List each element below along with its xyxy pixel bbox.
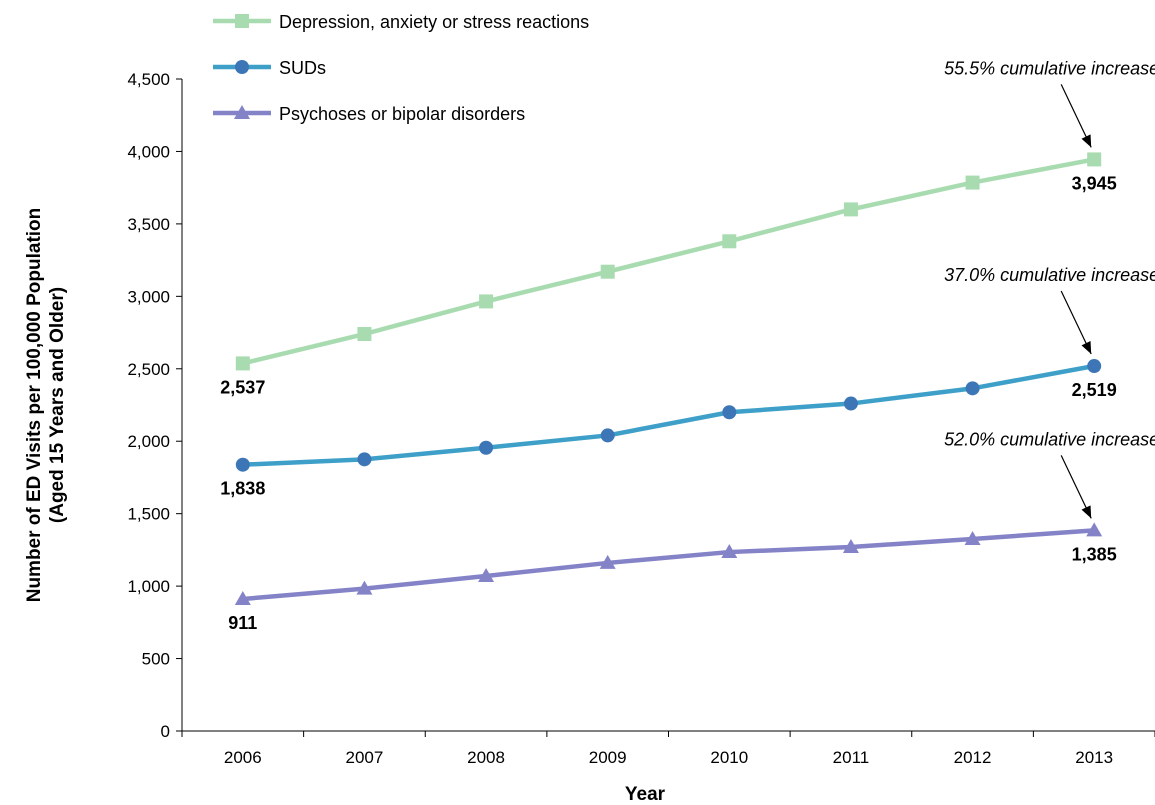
x-tick-label: 2009 [589, 748, 627, 767]
legend-entry-suds: SUDs [213, 58, 326, 78]
legend-marker [235, 60, 249, 74]
legend-marker [235, 14, 249, 28]
legend-label: Psychoses or bipolar disorders [279, 104, 525, 124]
legend-label: Depression, anxiety or stress reactions [279, 12, 589, 32]
data-point [722, 234, 737, 249]
y-tick-label: 4,500 [127, 70, 170, 89]
legend-entry-psychoses-or-bipolar-disorders: Psychoses or bipolar disorders [213, 104, 525, 124]
annotation-arrow-head [1081, 134, 1092, 148]
data-label-end: 1,385 [1072, 544, 1117, 564]
x-tick-label: 2008 [467, 748, 505, 767]
legend-label: SUDs [279, 58, 326, 78]
y-tick-label: 2,500 [127, 360, 170, 379]
data-point [235, 457, 250, 472]
legend: Depression, anxiety or stress reactions S… [213, 12, 589, 124]
data-point [599, 554, 616, 569]
y-tick-label: 500 [142, 650, 170, 669]
series-layer [234, 152, 1103, 606]
annotations: 55.5% cumulative increase 37.0% cumulativ… [944, 58, 1155, 519]
data-point [234, 591, 251, 606]
y-tick-label: 1,500 [127, 505, 170, 524]
series-line [242, 528, 1095, 602]
series-suds [235, 359, 1102, 472]
x-tick-label: 2013 [1075, 748, 1113, 767]
data-point [1087, 359, 1102, 374]
y-tick-label: 4,000 [127, 142, 170, 161]
data-point [964, 531, 981, 546]
annotation-arrow-head [1081, 505, 1092, 519]
data-point [843, 396, 858, 411]
data-point [721, 544, 738, 559]
data-point [1086, 522, 1103, 537]
y-tick-label: 3,000 [127, 287, 170, 306]
series-psychoses-or-bipolar-disorders [234, 522, 1103, 606]
data-point [722, 405, 737, 420]
data-point [843, 202, 858, 217]
x-tick-label: 2010 [710, 748, 748, 767]
data-label-start: 1,838 [220, 479, 265, 499]
x-tick-label: 2012 [954, 748, 992, 767]
y-tick-label: 2,000 [127, 432, 170, 451]
data-point [965, 381, 980, 396]
legend-marker [234, 105, 250, 119]
data-point [842, 538, 859, 553]
data-point [478, 567, 495, 582]
data-point [600, 264, 615, 279]
annotation-text: 37.0% cumulative increase [944, 265, 1155, 285]
data-point [357, 327, 372, 342]
annotation-text: 52.0% cumulative increase [944, 429, 1155, 449]
x-axis-title: Year [625, 784, 666, 805]
data-point [357, 452, 372, 467]
y-tick-label: 3,500 [127, 215, 170, 234]
data-label-end: 3,945 [1072, 173, 1117, 193]
ticks: 0 500 1,000 1,500 2,000 2,500 3,000 3,500 4,000 4… [127, 70, 1155, 767]
series-depression-anxiety-or-stress-reactions [235, 152, 1102, 371]
x-tick-label: 2007 [346, 748, 384, 767]
data-point [356, 580, 373, 595]
data-point [479, 294, 494, 309]
legend-entry-depression-anxiety-or-stress-reactions: Depression, anxiety or stress reactions [213, 12, 589, 32]
data-labels: 2,537 3,945 1,838 2,519 911 1,385 [220, 173, 1116, 633]
data-label-start: 2,537 [220, 377, 265, 397]
data-point [235, 356, 250, 371]
x-tick-label: 2006 [224, 748, 262, 767]
data-label-end: 2,519 [1072, 380, 1117, 400]
x-tick-label: 2011 [833, 748, 870, 767]
data-point [600, 428, 615, 443]
data-point [1087, 152, 1102, 167]
data-point [479, 440, 494, 455]
annotation-text: 55.5% cumulative increase [944, 58, 1155, 78]
y-tick-label: 1,000 [127, 577, 170, 596]
y-tick-label: 0 [161, 722, 170, 741]
annotation-arrow-head [1081, 341, 1092, 355]
y-axis-title-line-1: Number of ED Visits per 100,000 Populati… [24, 208, 45, 603]
data-label-start: 911 [228, 613, 257, 633]
series-line [242, 157, 1095, 366]
series-line [242, 363, 1095, 467]
y-axis-title-line-2: (Aged 15 Years and Older) [47, 287, 68, 523]
data-point [965, 175, 980, 190]
